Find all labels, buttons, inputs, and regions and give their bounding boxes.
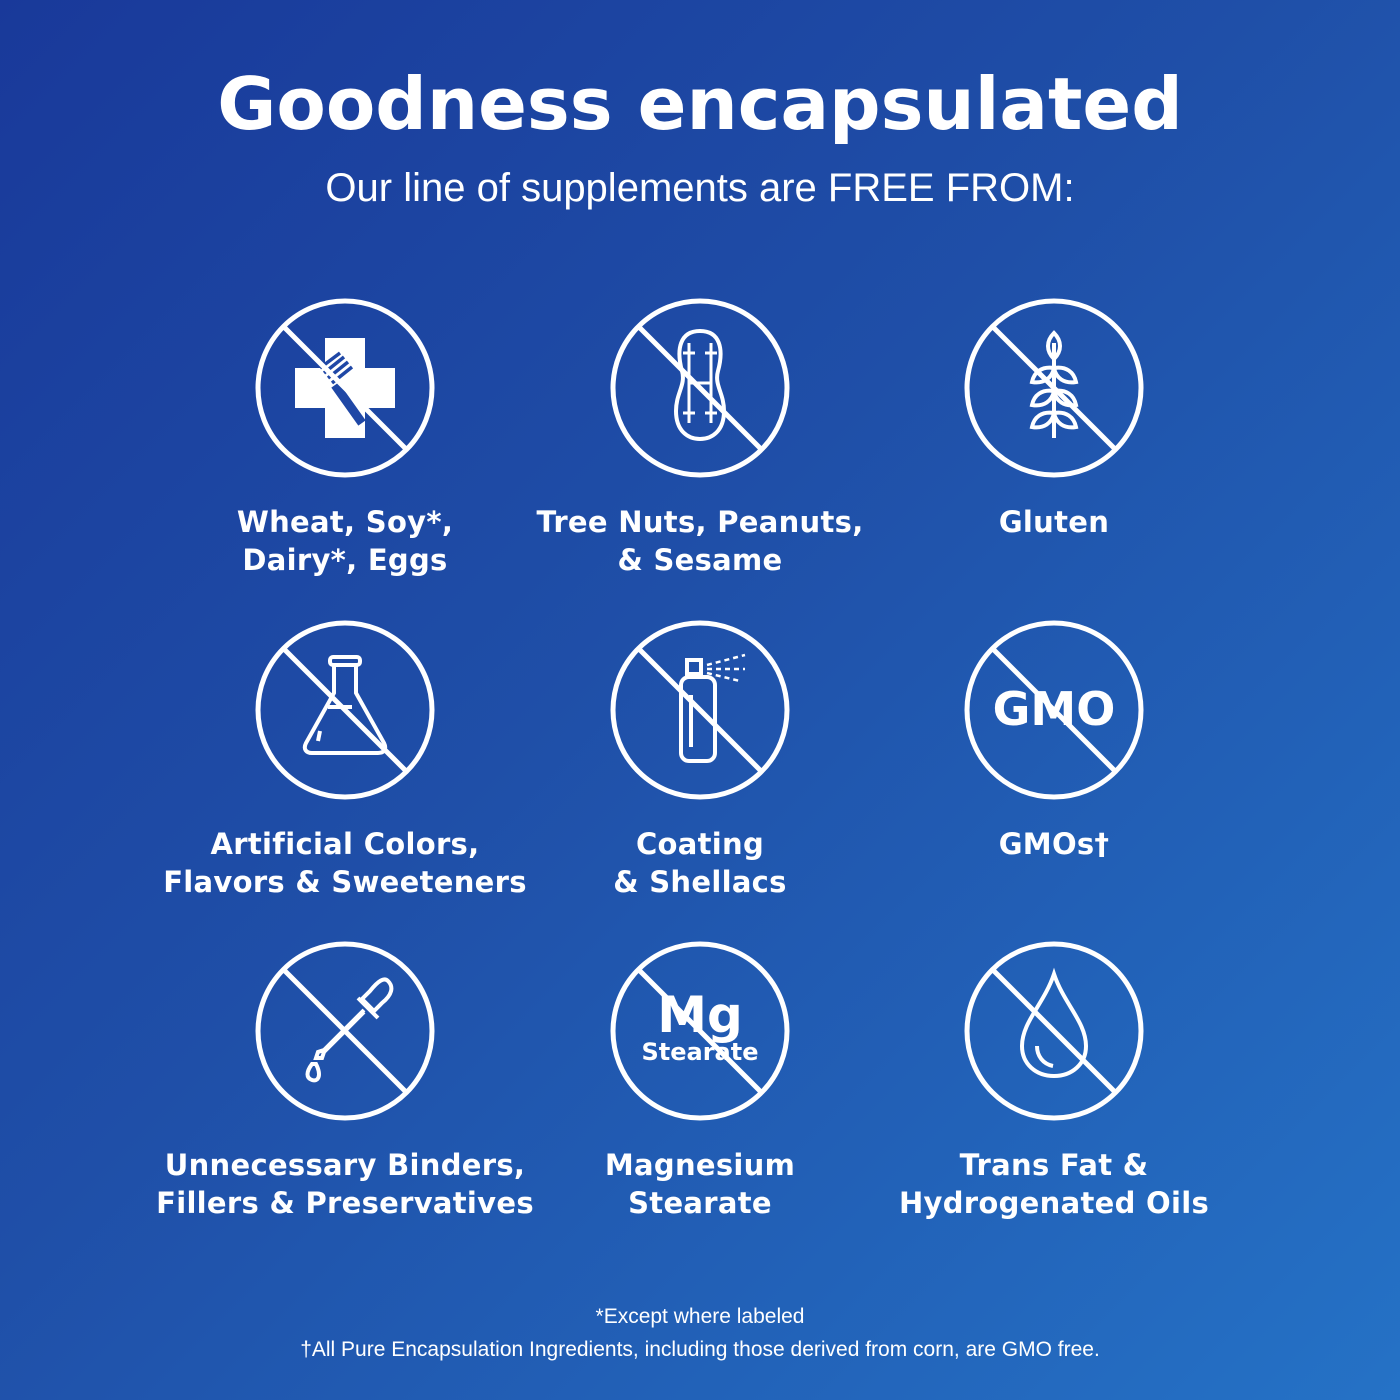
item-label-line2: & Sesame (617, 543, 783, 577)
mg-stearate-icon: Mg Stearate (610, 941, 790, 1121)
item-label-line1: Unnecessary Binders, (164, 1148, 526, 1182)
mg-icon-text: Mg (657, 986, 743, 1044)
stearate-icon-text: Stearate (641, 1038, 758, 1066)
free-from-item: Trans Fat & Hydrogenated Oils (854, 936, 1254, 1222)
item-label-line1: Wheat, Soy*, (236, 505, 454, 539)
item-label-line1: Artificial Colors, (210, 827, 480, 861)
free-from-item: Artificial Colors, Flavors & Sweeteners (145, 615, 545, 901)
item-label-line1: Trans Fat & (959, 1148, 1149, 1182)
peanut-icon (610, 298, 790, 478)
item-label-line1: Coating (635, 827, 765, 861)
page-title: Goodness encapsulated (217, 62, 1183, 146)
spray-can-icon (610, 620, 790, 800)
item-label-line2: Flavors & Sweeteners (163, 865, 527, 899)
item-label-line1: Tree Nuts, Peanuts, (536, 505, 864, 539)
item-label: Unnecessary Binders, Fillers & Preservat… (145, 1146, 545, 1222)
free-from-item: Mg Stearate Magnesium Stearate (500, 936, 900, 1222)
item-label: Coating & Shellacs (500, 825, 900, 901)
item-label: Trans Fat & Hydrogenated Oils (854, 1146, 1254, 1222)
gmo-icon: GMO (964, 620, 1144, 800)
page-subtitle: Our line of supplements are FREE FROM: (325, 166, 1075, 210)
free-from-item: Tree Nuts, Peanuts, & Sesame (500, 293, 900, 579)
item-label-line2: Dairy*, Eggs (242, 543, 448, 577)
free-from-item: Unnecessary Binders, Fillers & Preservat… (145, 936, 545, 1222)
allergen-cross-fork-icon (255, 298, 435, 478)
footnote-except: *Except where labeled (595, 1305, 805, 1328)
footnote-gmo: †All Pure Encapsulation Ingredients, inc… (300, 1338, 1100, 1361)
dropper-icon (255, 941, 435, 1121)
item-label-line2: & Shellacs (613, 865, 787, 899)
item-label-line2: Stearate (628, 1186, 772, 1220)
item-label: Artificial Colors, Flavors & Sweeteners (145, 825, 545, 901)
item-label: Tree Nuts, Peanuts, & Sesame (500, 503, 900, 579)
free-from-item: Coating & Shellacs (500, 615, 900, 901)
oil-drop-icon (964, 941, 1144, 1121)
item-label: Magnesium Stearate (500, 1146, 900, 1222)
item-label-line1: Magnesium (604, 1148, 796, 1182)
item-label-line1: GMOs† (998, 827, 1110, 861)
flask-icon (255, 620, 435, 800)
item-label-line1: Gluten (998, 505, 1110, 539)
wheat-icon (964, 298, 1144, 478)
free-from-item: GMO GMOs† (854, 615, 1254, 863)
item-label-line2: Hydrogenated Oils (898, 1186, 1210, 1220)
item-label-line2: Fillers & Preservatives (156, 1186, 534, 1220)
item-label: Wheat, Soy*, Dairy*, Eggs (145, 503, 545, 579)
item-label: GMOs† (854, 825, 1254, 863)
free-from-item: Wheat, Soy*, Dairy*, Eggs (145, 293, 545, 579)
item-label: Gluten (854, 503, 1254, 541)
free-from-item: Gluten (854, 293, 1254, 541)
